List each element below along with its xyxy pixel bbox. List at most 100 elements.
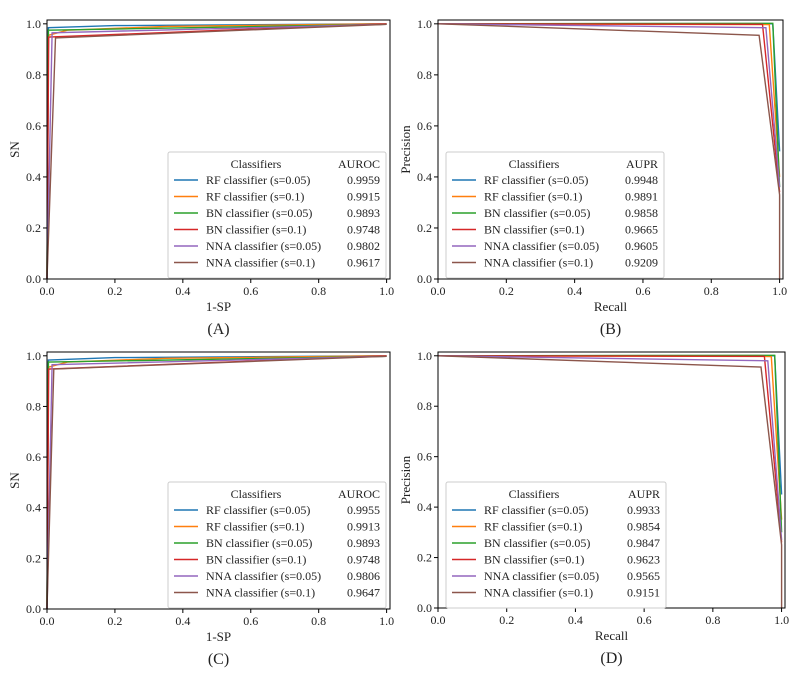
legend: Classifiers AUROC RF classifier (s=0.05) 0.…: [167, 151, 387, 279]
legend-entry-metric: 0.9617: [347, 256, 380, 270]
legend-entry-label: BN classifier (s=0.05): [484, 536, 590, 550]
legend-entry-metric: 0.9802: [347, 239, 380, 253]
legend-entry-metric: 0.9151: [627, 586, 660, 600]
x-tick-label: 0.2: [107, 284, 122, 298]
y-tick-label: 1.0: [26, 349, 41, 363]
series-line-1: [438, 355, 783, 495]
legend-box: [167, 481, 387, 609]
axes-frame: [46, 351, 391, 610]
legend-entry-metric: 0.9748: [347, 223, 380, 237]
y-tick-label: 0.0: [26, 272, 41, 286]
legend-entry-metric: 0.9748: [347, 553, 380, 567]
legend-box: [445, 151, 665, 279]
legend-entry-label: BN classifier (s=0.1): [206, 553, 306, 567]
legend-box: [445, 481, 667, 609]
y-tick-label: 0.2: [417, 221, 432, 235]
legend-entry-label: BN classifier (s=0.05): [484, 206, 590, 220]
legend: Classifiers AUPR RF classifier (s=0.05) 0.9…: [445, 481, 667, 609]
legend-entry-metric: 0.9665: [625, 223, 658, 237]
panel-b: 0.0 0.2 0.4 0.6 0.8 1.0 0.0 0.2 0.4 0.6 0.8 1.0 Reca…: [398, 17, 787, 338]
legend-box: [167, 151, 387, 279]
y-tick-label: 0.0: [417, 601, 432, 615]
x-tick-label: 0.4: [175, 284, 190, 298]
x-tick-label: 1.0: [774, 613, 789, 627]
legend-entry-metric: 0.9858: [625, 206, 658, 220]
series-line-5: [437, 23, 781, 188]
panel-label: (B): [600, 321, 621, 338]
legend: Classifiers AUPR RF classifier (s=0.05) 0.9…: [445, 151, 665, 279]
y-tick-label: 1.0: [417, 17, 432, 31]
legend-header: Classifiers: [509, 487, 560, 501]
x-axis-label: 1-SP: [206, 299, 231, 314]
legend-entry-label: NNA classifier (s=0.05): [206, 569, 321, 583]
legend-header: Classifiers: [231, 157, 282, 171]
legend-metric-header: AUROC: [338, 487, 380, 501]
legend-entry-metric: 0.9913: [347, 520, 380, 534]
y-tick-label: 0.4: [417, 500, 432, 514]
legend-entry-label: RF classifier (s=0.05): [206, 173, 310, 187]
legend-entry-metric: 0.9891: [625, 190, 658, 204]
legend-entry-label: RF classifier (s=0.1): [484, 190, 582, 204]
legend-entry-label: RF classifier (s=0.05): [484, 503, 588, 517]
legend-entry-label: NNA classifier (s=0.1): [484, 586, 593, 600]
series-line-5: [437, 355, 783, 540]
legend-entry-metric: 0.9948: [625, 173, 658, 187]
legend-entry-label: RF classifier (s=0.05): [484, 173, 588, 187]
y-tick-label: 0.0: [26, 602, 41, 616]
series-line-6: [46, 23, 387, 280]
legend-entry-label: RF classifier (s=0.1): [206, 190, 304, 204]
panel-c: 0.0 0.2 0.4 0.6 0.8 1.0 0.0 0.2 0.4 0.6 0.8 1.0 1-SP…: [7, 349, 394, 668]
panel-d: 0.0 0.2 0.4 0.6 0.8 1.0 0.0 0.2 0.4 0.6 0.8 1.0 Reca…: [398, 349, 789, 667]
legend-entry-label: BN classifier (s=0.05): [206, 536, 312, 550]
legend-header: Classifiers: [231, 487, 282, 501]
y-tick-label: 0.8: [417, 399, 432, 413]
legend-entry-metric: 0.9933: [627, 503, 660, 517]
panel-a: 0.0 0.2 0.4 0.6 0.8 1.0 0.0 0.2 0.4 0.6 0.8 1.0 1-SP…: [7, 17, 394, 338]
legend-entry-metric: 0.9605: [625, 239, 658, 253]
x-tick-label: 1.0: [379, 284, 394, 298]
panel-label: (D): [600, 650, 622, 667]
legend-entry-label: BN classifier (s=0.1): [206, 223, 306, 237]
x-tick-label: 0.6: [637, 613, 652, 627]
y-tick-label: 0.8: [26, 68, 41, 82]
axes-frame: [437, 19, 784, 280]
x-tick-label: 0.8: [704, 284, 719, 298]
series-line-6: [437, 355, 783, 608]
panel-label: (A): [207, 321, 229, 338]
x-tick-label: 0.6: [243, 614, 258, 628]
legend-entry-metric: 0.9209: [625, 256, 658, 270]
y-tick-label: 0.6: [26, 119, 41, 133]
legend-entry-label: BN classifier (s=0.1): [484, 553, 584, 567]
legend-entry-metric: 0.9915: [347, 190, 380, 204]
x-tick-label: 1.0: [379, 614, 394, 628]
legend-header: Classifiers: [509, 157, 560, 171]
y-tick-label: 0.8: [26, 399, 41, 413]
legend-metric-header: AUPR: [628, 487, 660, 501]
x-tick-label: 0.8: [311, 614, 326, 628]
legend-entry-metric: 0.9565: [627, 569, 660, 583]
y-tick-label: 0.6: [417, 119, 432, 133]
legend-entry-label: NNA classifier (s=0.1): [484, 256, 593, 270]
legend-entry-label: BN classifier (s=0.05): [206, 206, 312, 220]
panel-label: (C): [208, 651, 229, 668]
series-line-6: [46, 355, 387, 610]
legend-entry-metric: 0.9959: [347, 173, 380, 187]
legend-entry-metric: 0.9806: [347, 569, 380, 583]
legend-entry-label: NNA classifier (s=0.05): [206, 239, 321, 253]
x-tick-label: 0.8: [311, 284, 326, 298]
legend-entry-label: RF classifier (s=0.1): [206, 520, 304, 534]
x-axis-label: Recall: [594, 299, 628, 314]
x-tick-label: 0.2: [499, 284, 514, 298]
y-tick-label: 0.2: [417, 551, 432, 565]
series-line-1: [438, 23, 781, 152]
y-tick-label: 1.0: [417, 349, 432, 363]
x-axis-label: Recall: [595, 628, 629, 643]
x-tick-label: 0.4: [567, 284, 582, 298]
y-tick-label: 0.6: [26, 450, 41, 464]
legend-entry-label: NNA classifier (s=0.1): [206, 256, 315, 270]
x-tick-label: 0.6: [635, 284, 650, 298]
legend-entry-label: NNA classifier (s=0.05): [484, 569, 599, 583]
y-axis-label: Precision: [398, 125, 413, 174]
